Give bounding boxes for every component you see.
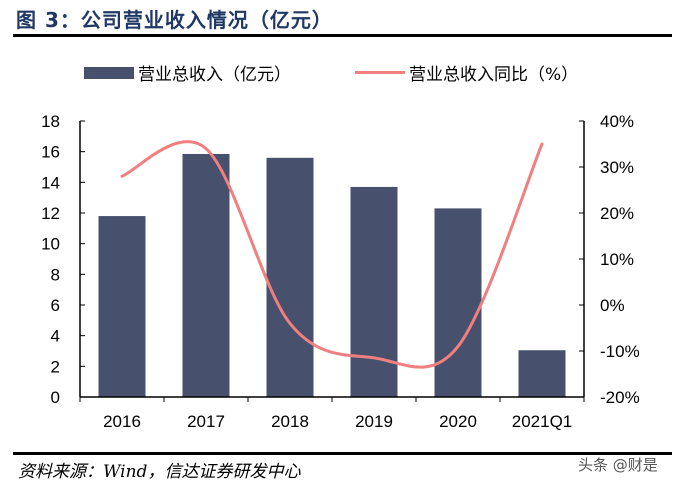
x-tick-label: 2019 — [355, 412, 393, 431]
right-tick-label: -10% — [600, 342, 640, 361]
legend-label-revenue: 营业总收入（亿元） — [138, 65, 291, 85]
left-tick-label: 16 — [41, 143, 60, 162]
bar-2021Q1 — [518, 350, 566, 397]
right-tick-label: 30% — [600, 158, 634, 177]
bar-2019 — [350, 186, 398, 397]
left-tick-label: 4 — [51, 327, 60, 346]
left-tick-label: 12 — [41, 204, 60, 223]
legend-swatch-line — [355, 71, 405, 74]
left-tick-label: 6 — [51, 296, 60, 315]
x-tick-label: 2016 — [103, 412, 141, 431]
right-tick-label: 10% — [600, 250, 634, 269]
bar-2020 — [434, 208, 482, 397]
right-tick-label: 20% — [600, 204, 634, 223]
left-tick-label: 8 — [51, 265, 60, 284]
bar-2018 — [266, 157, 314, 397]
bar-2017 — [182, 153, 230, 397]
legend-item-revenue: 营业总收入（亿元） — [84, 60, 291, 85]
legend-swatch-bar — [84, 66, 134, 79]
figure-title: 图 3：公司营业收入情况（亿元） — [16, 8, 333, 32]
x-tick-label: 2017 — [187, 412, 225, 431]
x-tick-label: 2018 — [271, 412, 309, 431]
title-rule — [13, 34, 672, 37]
watermark: 头条 @财是 — [578, 456, 658, 474]
left-tick-label: 0 — [51, 388, 60, 407]
right-tick-label: 40% — [600, 112, 634, 131]
source-rule — [13, 452, 672, 455]
legend-label-growth: 营业总收入同比（%） — [409, 65, 579, 85]
source-note: 资料来源：Wind，信达证券研发中心 — [18, 462, 301, 482]
right-tick-label: -20% — [600, 388, 640, 407]
left-tick-label: 18 — [41, 112, 60, 131]
bar-2016 — [98, 216, 146, 397]
legend-item-growth: 营业总收入同比（%） — [355, 60, 578, 85]
left-tick-label: 14 — [41, 173, 60, 192]
growth-line — [120, 140, 544, 369]
x-tick-label: 2021Q1 — [512, 412, 573, 431]
x-tick-label: 2020 — [439, 412, 477, 431]
right-tick-label: 0% — [600, 296, 625, 315]
left-tick-label: 10 — [41, 235, 60, 254]
left-tick-label: 2 — [51, 357, 60, 376]
